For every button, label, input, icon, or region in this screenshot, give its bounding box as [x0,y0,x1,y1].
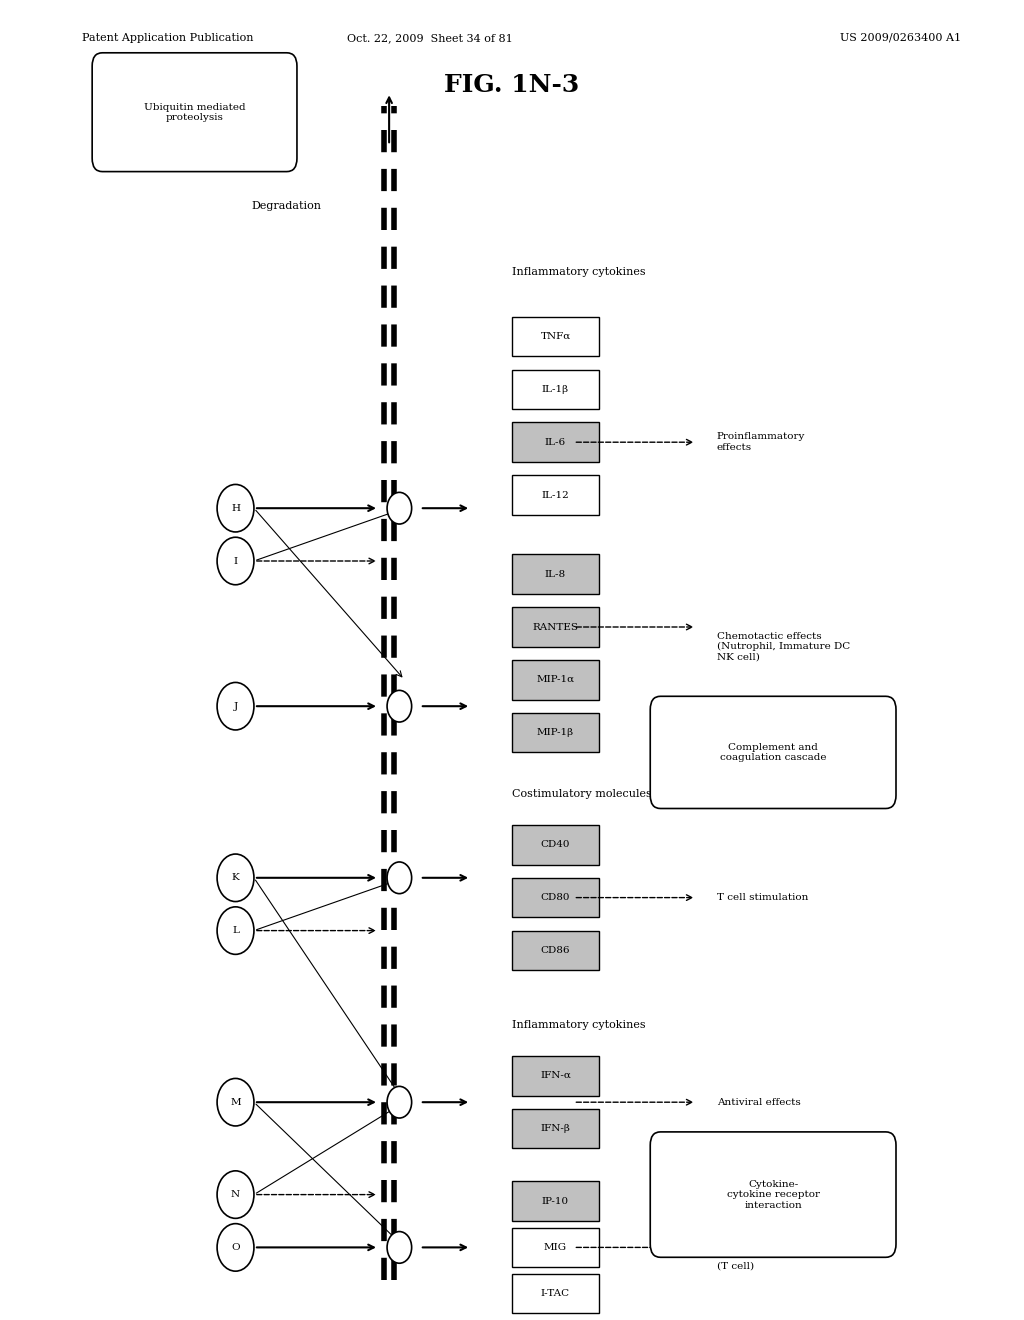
Text: Complement and
coagulation cascade: Complement and coagulation cascade [720,743,826,762]
Text: IL-8: IL-8 [545,570,566,578]
FancyBboxPatch shape [512,1274,599,1313]
Text: FIG. 1N-3: FIG. 1N-3 [444,73,580,96]
Circle shape [387,492,412,524]
Text: L: L [232,927,239,935]
Text: TNFα: TNFα [541,333,570,341]
FancyBboxPatch shape [512,1109,599,1148]
Circle shape [387,862,412,894]
Circle shape [387,1086,412,1118]
Text: H: H [231,504,240,512]
Text: CD40: CD40 [541,841,570,849]
FancyBboxPatch shape [512,370,599,409]
Text: M: M [230,1098,241,1106]
Circle shape [217,907,254,954]
Text: Inflammatory cytokines: Inflammatory cytokines [512,1019,645,1030]
FancyBboxPatch shape [512,931,599,970]
Text: IFN-α: IFN-α [540,1072,571,1080]
Text: RANTES: RANTES [532,623,579,631]
FancyBboxPatch shape [650,697,896,808]
Text: Oct. 22, 2009  Sheet 34 of 81: Oct. 22, 2009 Sheet 34 of 81 [347,33,513,44]
Text: US 2009/0263400 A1: US 2009/0263400 A1 [840,33,961,44]
Text: I: I [233,557,238,565]
Text: IFN-β: IFN-β [541,1125,570,1133]
FancyBboxPatch shape [512,422,599,462]
Text: MIP-1α: MIP-1α [537,676,574,684]
Text: Patent Application Publication: Patent Application Publication [82,33,253,44]
Text: Inflammatory cytokines: Inflammatory cytokines [512,267,645,277]
Circle shape [217,537,254,585]
Text: K: K [231,874,240,882]
Circle shape [387,1232,412,1263]
FancyBboxPatch shape [512,660,599,700]
Text: T cell stimulation: T cell stimulation [717,894,808,902]
Text: Ubiquitin mediated
proteolysis: Ubiquitin mediated proteolysis [143,103,246,121]
Text: Chemotactic effects
(Nutrophil, Immature DC
NK cell): Chemotactic effects (Nutrophil, Immature… [717,632,850,661]
Text: IP-10: IP-10 [542,1197,569,1205]
Circle shape [387,690,412,722]
Text: Costimulatory molecules: Costimulatory molecules [512,788,651,799]
Circle shape [217,1171,254,1218]
FancyBboxPatch shape [512,878,599,917]
FancyBboxPatch shape [512,607,599,647]
Text: N: N [231,1191,240,1199]
Circle shape [217,1078,254,1126]
Text: I-TAC: I-TAC [541,1290,570,1298]
Text: Proinflammatory
effects: Proinflammatory effects [717,433,805,451]
FancyBboxPatch shape [650,1131,896,1257]
Text: IL-12: IL-12 [542,491,569,499]
FancyBboxPatch shape [512,475,599,515]
Text: CD80: CD80 [541,894,570,902]
Text: MIG: MIG [544,1243,567,1251]
FancyBboxPatch shape [512,713,599,752]
Text: CD86: CD86 [541,946,570,954]
Text: MIP-1β: MIP-1β [537,729,574,737]
Text: O: O [231,1243,240,1251]
Text: IL-1β: IL-1β [542,385,569,393]
Circle shape [217,1224,254,1271]
FancyBboxPatch shape [512,825,599,865]
Text: J: J [233,702,238,710]
Text: IL-6: IL-6 [545,438,566,446]
Circle shape [217,484,254,532]
FancyBboxPatch shape [512,1181,599,1221]
Text: Antiviral effects: Antiviral effects [717,1098,801,1106]
Circle shape [217,682,254,730]
Text: Chemotactic effects
(T cell): Chemotactic effects (T cell) [717,1251,821,1270]
FancyBboxPatch shape [512,554,599,594]
FancyBboxPatch shape [512,317,599,356]
Text: Cytokine-
cytokine receptor
interaction: Cytokine- cytokine receptor interaction [727,1180,819,1209]
FancyBboxPatch shape [512,1228,599,1267]
FancyBboxPatch shape [512,1056,599,1096]
Text: Degradation: Degradation [252,201,322,211]
Circle shape [217,854,254,902]
FancyBboxPatch shape [92,53,297,172]
